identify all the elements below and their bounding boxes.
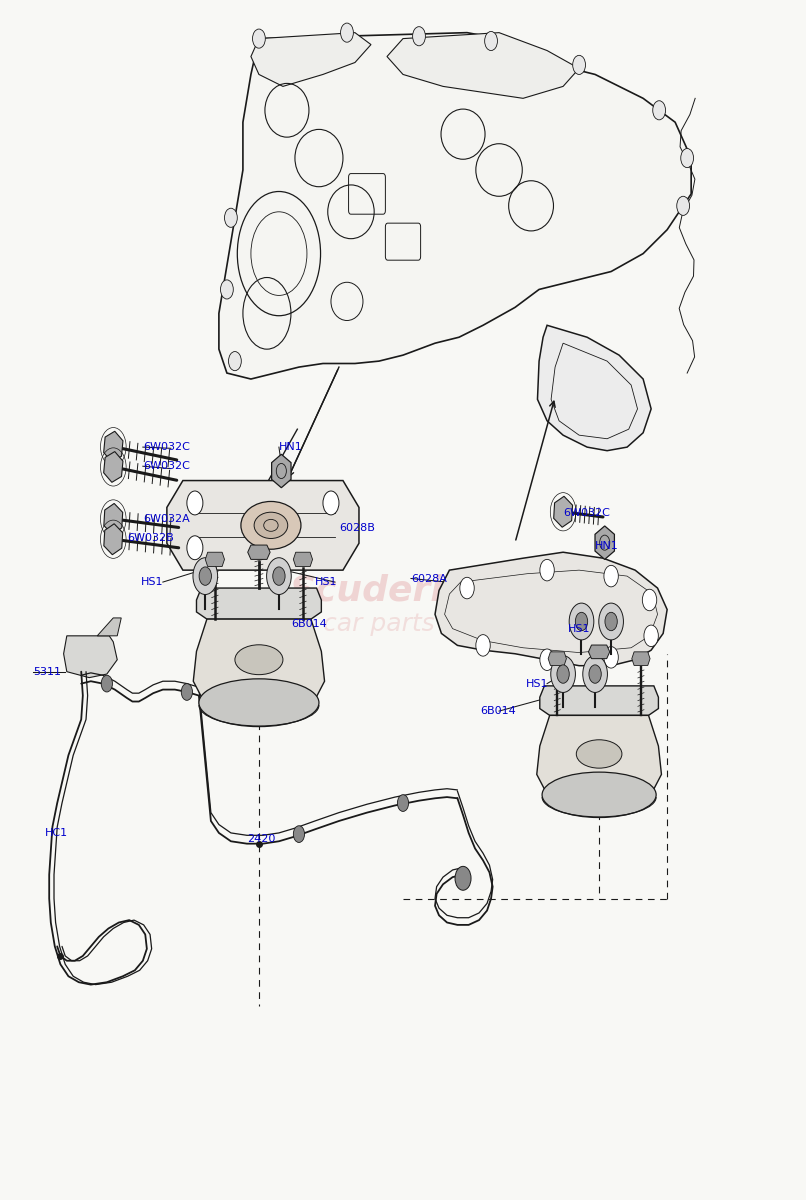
Circle shape [540,649,555,671]
Text: 6028A: 6028A [411,574,447,583]
Polygon shape [272,455,291,487]
Circle shape [187,491,203,515]
Polygon shape [247,545,270,559]
Polygon shape [206,552,225,566]
Circle shape [550,655,575,692]
Text: HN1: HN1 [279,442,303,452]
Ellipse shape [542,772,656,817]
Ellipse shape [576,739,622,768]
Circle shape [569,604,594,640]
Text: 6W032A: 6W032A [143,514,189,523]
Circle shape [323,491,339,515]
Text: car parts: car parts [323,612,434,636]
Circle shape [221,280,233,299]
Text: HS1: HS1 [568,624,590,634]
Polygon shape [548,652,567,666]
Circle shape [677,197,690,215]
Polygon shape [588,646,610,659]
Text: HC1: HC1 [44,828,68,838]
Circle shape [225,209,237,227]
Polygon shape [387,32,579,98]
Ellipse shape [241,502,301,550]
Circle shape [653,101,666,120]
Polygon shape [197,588,322,619]
Circle shape [540,559,555,581]
Circle shape [604,647,618,668]
Circle shape [252,29,265,48]
Circle shape [272,566,285,586]
Text: HS1: HS1 [141,577,164,587]
Text: HS1: HS1 [315,577,338,587]
Ellipse shape [235,644,283,674]
Polygon shape [219,32,692,379]
Circle shape [460,577,474,599]
Text: 6W032C: 6W032C [143,442,189,452]
Text: Scuderia: Scuderia [290,574,468,607]
Circle shape [681,149,693,168]
Text: 6W032B: 6W032B [127,533,173,542]
Circle shape [102,676,113,692]
Circle shape [193,558,218,594]
Circle shape [229,352,241,371]
Polygon shape [538,325,651,451]
Circle shape [293,826,305,842]
Text: 6B014: 6B014 [480,706,516,716]
Polygon shape [554,497,572,527]
Circle shape [181,684,193,701]
Ellipse shape [254,512,288,539]
Circle shape [267,558,291,594]
Circle shape [484,31,497,50]
Polygon shape [104,504,123,534]
Circle shape [589,665,601,683]
Text: 2420: 2420 [247,834,276,844]
Text: HN1: HN1 [595,541,619,551]
Circle shape [599,604,624,640]
Ellipse shape [199,679,319,727]
Polygon shape [540,686,659,715]
Text: 6W032C: 6W032C [563,508,610,518]
Polygon shape [104,523,123,554]
Polygon shape [104,431,123,462]
Circle shape [341,23,353,42]
Text: 5311: 5311 [33,667,61,677]
Polygon shape [251,32,371,86]
Circle shape [397,794,409,811]
Circle shape [604,565,618,587]
Circle shape [413,26,426,46]
Circle shape [455,866,471,890]
Circle shape [642,589,657,611]
Circle shape [557,665,569,683]
Text: 6W032C: 6W032C [143,461,189,472]
Circle shape [476,635,490,656]
Polygon shape [632,652,650,666]
Circle shape [644,625,659,647]
Polygon shape [595,526,614,559]
Circle shape [187,535,203,559]
Polygon shape [293,552,313,566]
Circle shape [575,612,588,631]
Circle shape [583,655,608,692]
Polygon shape [537,715,662,794]
Polygon shape [98,618,121,636]
Polygon shape [64,636,117,678]
Text: HS1: HS1 [526,679,549,689]
Polygon shape [435,552,667,666]
Polygon shape [193,619,325,703]
Text: 6028B: 6028B [339,523,375,533]
Polygon shape [167,480,359,570]
Circle shape [199,566,211,586]
Circle shape [573,55,585,74]
Text: 6B014: 6B014 [291,619,326,629]
Circle shape [605,612,617,631]
Polygon shape [104,451,123,482]
